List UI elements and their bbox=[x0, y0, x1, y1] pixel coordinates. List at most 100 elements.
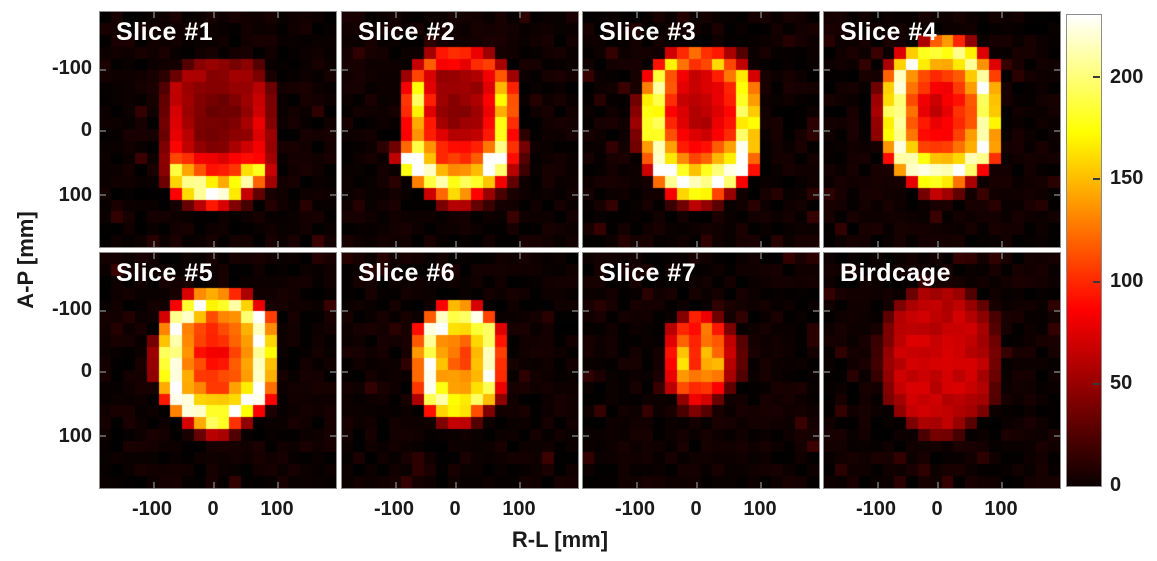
axis-tick bbox=[342, 310, 348, 312]
axis-tick bbox=[824, 371, 830, 373]
x-tick-label: 0 bbox=[690, 498, 702, 520]
axis-tick bbox=[760, 253, 762, 259]
axis-tick bbox=[583, 310, 589, 312]
axis-tick bbox=[277, 482, 279, 488]
axis-tick bbox=[1001, 482, 1003, 488]
axis-tick bbox=[572, 435, 578, 437]
axis-tick bbox=[455, 253, 457, 259]
axis-tick bbox=[100, 371, 106, 373]
axis-tick bbox=[636, 253, 638, 259]
axis-tick bbox=[824, 435, 830, 437]
axis-tick bbox=[277, 253, 279, 259]
axis-tick bbox=[813, 371, 819, 373]
axis-tick bbox=[1054, 194, 1060, 196]
axis-tick bbox=[1054, 69, 1060, 71]
axis-tick bbox=[455, 241, 457, 247]
axis-tick bbox=[519, 253, 521, 259]
x-tick-label: -100 bbox=[131, 498, 173, 520]
axis-tick bbox=[1054, 371, 1060, 373]
axis-tick bbox=[813, 194, 819, 196]
panel-birdcage: Birdcage bbox=[823, 252, 1061, 489]
axis-tick bbox=[583, 194, 589, 196]
axis-tick bbox=[696, 12, 698, 18]
y-tick-label: 100 bbox=[58, 425, 92, 447]
panel-slice-3: Slice #3 bbox=[582, 11, 820, 248]
heatmap-slice-2 bbox=[342, 12, 578, 247]
x-tick-label: -100 bbox=[373, 498, 415, 520]
axis-tick bbox=[696, 253, 698, 259]
axis-tick bbox=[100, 130, 106, 132]
heatmap-slice-6 bbox=[342, 253, 578, 488]
axis-tick bbox=[455, 12, 457, 18]
y-tick-label: -100 bbox=[51, 298, 92, 320]
axis-tick bbox=[342, 194, 348, 196]
x-tick-label: 0 bbox=[449, 498, 461, 520]
colorbar-tick bbox=[1093, 76, 1100, 78]
axis-tick bbox=[100, 69, 106, 71]
axis-tick bbox=[1001, 253, 1003, 259]
axis-tick bbox=[824, 194, 830, 196]
panel-slice-6: Slice #6 bbox=[341, 252, 579, 489]
axis-tick bbox=[153, 253, 155, 259]
axis-tick bbox=[572, 194, 578, 196]
panel-title: Slice #2 bbox=[358, 18, 456, 46]
axis-tick bbox=[342, 371, 348, 373]
axis-tick bbox=[583, 130, 589, 132]
axis-tick bbox=[937, 482, 939, 488]
axis-tick bbox=[636, 241, 638, 247]
colorbar-tick bbox=[1093, 281, 1100, 283]
y-tick-label: 100 bbox=[58, 184, 92, 206]
axis-tick bbox=[877, 253, 879, 259]
axis-tick bbox=[572, 69, 578, 71]
heatmap-slice-4 bbox=[824, 12, 1060, 247]
axis-tick bbox=[877, 482, 879, 488]
axis-tick bbox=[519, 241, 521, 247]
axis-tick bbox=[877, 12, 879, 18]
axis-tick bbox=[330, 435, 336, 437]
axis-tick bbox=[1001, 12, 1003, 18]
x-axis-title: R-L [mm] bbox=[511, 527, 609, 552]
panel-title: Slice #3 bbox=[599, 18, 697, 46]
panel-slice-2: Slice #2 bbox=[341, 11, 579, 248]
panel-title: Slice #5 bbox=[116, 259, 214, 287]
axis-tick bbox=[760, 241, 762, 247]
axis-tick bbox=[937, 253, 939, 259]
colorbar-tick bbox=[1093, 383, 1100, 385]
axis-tick bbox=[153, 12, 155, 18]
x-tick-label: 100 bbox=[984, 498, 1018, 520]
axis-tick bbox=[813, 69, 819, 71]
colorbar-label: 200 bbox=[1110, 66, 1144, 88]
axis-tick bbox=[1054, 130, 1060, 132]
axis-tick bbox=[395, 241, 397, 247]
x-tick-label: 100 bbox=[502, 498, 536, 520]
x-tick-label: 0 bbox=[207, 498, 219, 520]
panel-title: Slice #6 bbox=[358, 259, 456, 287]
axis-tick bbox=[760, 12, 762, 18]
axis-tick bbox=[760, 482, 762, 488]
axis-tick bbox=[342, 69, 348, 71]
colorbar-label: 150 bbox=[1110, 167, 1144, 189]
y-tick-label: 0 bbox=[80, 119, 92, 141]
axis-tick bbox=[813, 310, 819, 312]
axis-tick bbox=[636, 482, 638, 488]
panel-title: Slice #1 bbox=[116, 18, 214, 46]
axis-tick bbox=[572, 130, 578, 132]
axis-tick bbox=[395, 253, 397, 259]
axis-tick bbox=[1054, 435, 1060, 437]
panel-title: Slice #7 bbox=[599, 259, 697, 287]
axis-tick bbox=[342, 130, 348, 132]
axis-tick bbox=[813, 130, 819, 132]
axis-tick bbox=[583, 69, 589, 71]
axis-tick bbox=[937, 12, 939, 18]
axis-tick bbox=[330, 69, 336, 71]
colorbar bbox=[1066, 14, 1102, 487]
axis-tick bbox=[330, 371, 336, 373]
axis-tick bbox=[330, 310, 336, 312]
axis-tick bbox=[824, 310, 830, 312]
axis-tick bbox=[583, 371, 589, 373]
axis-tick bbox=[519, 12, 521, 18]
heatmap-slice-1 bbox=[100, 12, 336, 247]
axis-tick bbox=[153, 241, 155, 247]
x-tick-label: 100 bbox=[743, 498, 777, 520]
